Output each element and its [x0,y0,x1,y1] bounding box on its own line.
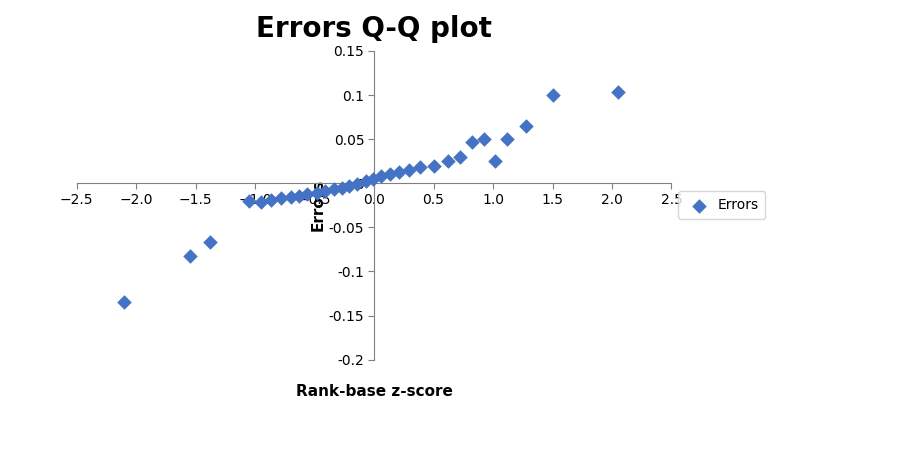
Errors [117,299,131,306]
Errors [382,171,396,178]
Errors [300,190,315,197]
Errors [242,197,257,204]
Errors [519,122,534,129]
Errors [350,181,364,188]
Errors [318,188,333,195]
Errors [440,158,455,165]
Errors [426,162,440,169]
Errors [283,194,298,201]
Errors [274,195,289,202]
Errors [611,89,625,96]
Legend: Errors: Errors [678,191,765,219]
Errors [545,91,560,99]
Y-axis label: Errors: Errors [311,179,326,232]
Errors [414,164,428,171]
Errors [401,166,415,173]
Errors [264,197,278,204]
Errors [465,138,479,145]
Errors [392,168,406,175]
Errors [203,239,217,246]
Errors [374,173,388,180]
Errors [254,198,268,205]
Errors [309,189,324,197]
Title: Errors Q-Q plot: Errors Q-Q plot [257,15,492,43]
Errors [359,178,373,185]
Errors [488,158,502,165]
Errors [292,192,306,199]
Errors [366,175,380,183]
Errors [476,135,491,143]
Errors [182,252,196,259]
Errors [501,135,515,143]
X-axis label: Rank-base z-score: Rank-base z-score [296,385,452,400]
Errors [335,184,349,191]
Errors [327,186,341,193]
Errors [342,182,356,189]
Errors [452,153,466,160]
